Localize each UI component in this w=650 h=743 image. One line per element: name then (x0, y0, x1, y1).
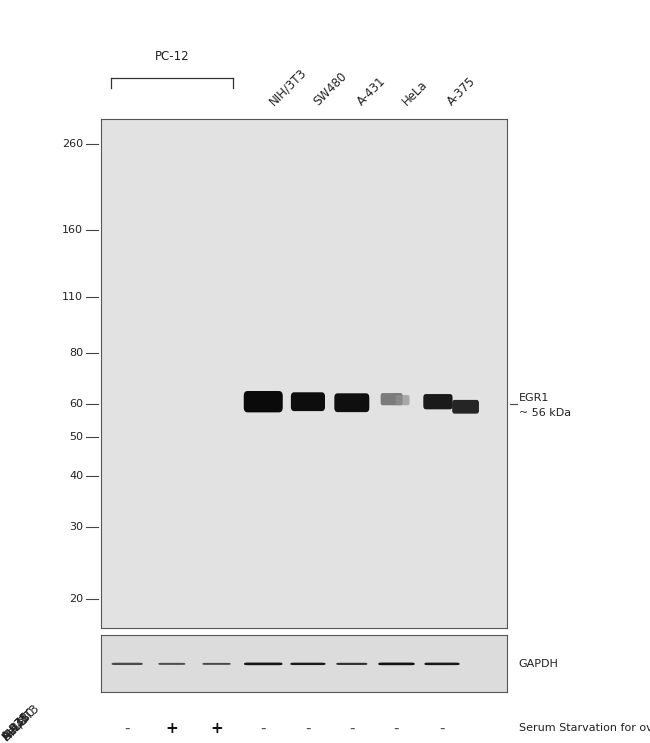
Text: -: - (349, 721, 354, 736)
FancyBboxPatch shape (291, 663, 326, 665)
Text: A-375: A-375 (445, 74, 479, 108)
Text: 20: 20 (69, 594, 83, 604)
Text: EGR1: EGR1 (519, 393, 549, 403)
Text: Serum Starvation for overnight: Serum Starvation for overnight (519, 723, 650, 733)
Text: NIH/3T3: NIH/3T3 (0, 701, 42, 743)
Text: 40: 40 (69, 471, 83, 481)
Text: 30: 30 (69, 522, 83, 532)
Text: A-375: A-375 (0, 710, 34, 743)
FancyBboxPatch shape (378, 663, 415, 665)
FancyBboxPatch shape (203, 663, 231, 665)
Text: -: - (394, 721, 399, 736)
Text: -: - (124, 721, 130, 736)
Text: HeLa: HeLa (0, 713, 31, 743)
FancyBboxPatch shape (452, 400, 479, 414)
Text: A-431: A-431 (355, 74, 389, 108)
Text: +: + (210, 721, 223, 736)
Text: 160: 160 (62, 225, 83, 236)
Text: 80: 80 (69, 348, 83, 358)
Text: -: - (439, 721, 445, 736)
FancyBboxPatch shape (396, 395, 410, 405)
Text: HeLa: HeLa (400, 77, 430, 108)
Text: -: - (306, 721, 311, 736)
Text: GAPDH: GAPDH (519, 659, 558, 669)
Text: 50: 50 (69, 432, 83, 441)
Text: ~ 56 kDa: ~ 56 kDa (519, 408, 571, 418)
FancyBboxPatch shape (424, 663, 460, 665)
FancyBboxPatch shape (334, 393, 369, 412)
FancyBboxPatch shape (337, 663, 367, 665)
Text: NIH/3T3: NIH/3T3 (266, 65, 309, 108)
FancyBboxPatch shape (244, 391, 283, 412)
Text: 60: 60 (69, 399, 83, 409)
Text: SW480: SW480 (0, 704, 38, 743)
Text: A-431: A-431 (0, 710, 34, 743)
Text: PC-12: PC-12 (155, 51, 189, 63)
Text: 110: 110 (62, 292, 83, 302)
Text: SW480: SW480 (311, 69, 350, 108)
FancyBboxPatch shape (159, 663, 185, 665)
Text: +: + (166, 721, 178, 736)
FancyBboxPatch shape (381, 393, 402, 405)
FancyBboxPatch shape (244, 663, 282, 665)
Text: -: - (261, 721, 266, 736)
FancyBboxPatch shape (423, 394, 452, 409)
FancyBboxPatch shape (112, 663, 142, 665)
Text: 260: 260 (62, 139, 83, 149)
FancyBboxPatch shape (291, 392, 325, 411)
